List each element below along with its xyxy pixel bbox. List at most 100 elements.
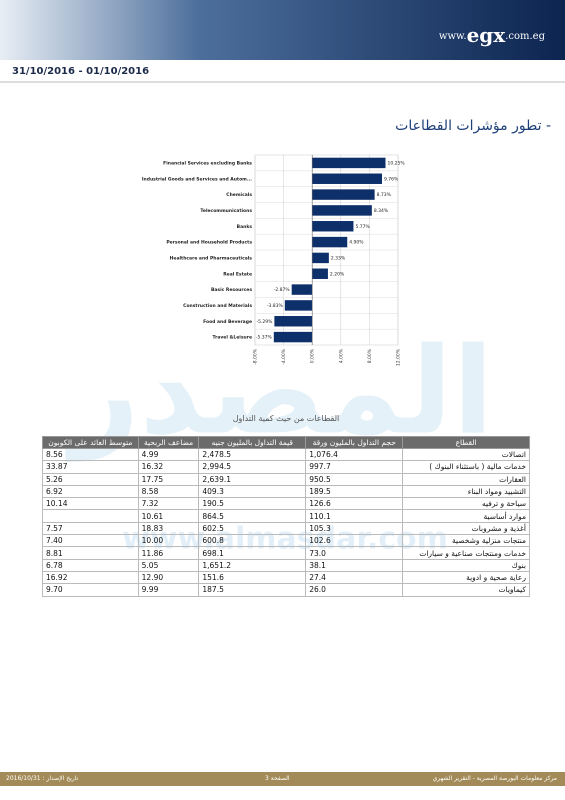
logo-part: egx xyxy=(467,23,507,47)
value-label: 2.20% xyxy=(330,271,345,277)
bar xyxy=(312,236,348,248)
table-cell: 5.26 xyxy=(42,472,139,486)
category-label: Basic Resources xyxy=(211,287,252,293)
date-range: 31/10/2016 - 01/10/2016 xyxy=(12,66,150,77)
bar xyxy=(312,221,354,232)
value-label: -3.83% xyxy=(267,303,284,309)
table-cell: 10.14 xyxy=(42,497,139,511)
table-cell: 9.99 xyxy=(137,583,200,597)
table-cell: 33.87 xyxy=(42,460,139,474)
section-title: - تطور مؤشرات القطاعات xyxy=(395,118,551,134)
header-banner xyxy=(0,0,565,60)
table-row: التشييد ومواد البناء 189.5 409.3 8.58 6.92 xyxy=(42,484,530,499)
table-cell: 2,994.5 xyxy=(198,460,307,474)
sector-name: موارد أساسية xyxy=(402,509,530,523)
table-cell: 126.6 xyxy=(305,497,404,511)
category-label: Financial Services excluding Banks xyxy=(163,160,252,166)
category-label: Healthcare and Pharmaceuticals xyxy=(170,255,253,261)
category-label: Construction and Materials xyxy=(183,303,252,309)
x-tick-label: 0.00% xyxy=(310,348,316,363)
bar xyxy=(312,189,375,200)
table-row: سياحة و ترفيه 126.6 190.5 7.32 10.14 xyxy=(42,497,530,511)
column-header: حجم التداول بالمليون ورقة xyxy=(305,436,404,449)
category-label: Banks xyxy=(237,224,253,230)
value-label: 4.90% xyxy=(349,240,364,246)
category-label: Personal and Household Products xyxy=(166,240,252,246)
table-cell: 1,651.2 xyxy=(198,558,307,572)
table-cell: 6.92 xyxy=(42,484,139,499)
category-label: Travel &Leisure xyxy=(213,335,252,341)
footer: مركز معلومات البورصة المصرية - التقرير ا… xyxy=(0,772,565,786)
table-row: أغذية و مشروبات 105.3 602.5 18.83 7.57 xyxy=(42,521,530,536)
x-tick-label: -4.00% xyxy=(281,348,287,365)
bar xyxy=(312,205,372,216)
sector-name: منتجات منزلية وشخصية xyxy=(402,534,530,548)
bar xyxy=(284,300,313,311)
category-label: Telecommunications xyxy=(200,208,252,214)
table-cell: 2,639.1 xyxy=(198,472,307,486)
table-cell: 102.6 xyxy=(305,534,404,548)
table-cell: 864.5 xyxy=(198,509,307,523)
table-cell: 12.90 xyxy=(137,570,200,585)
bar xyxy=(273,331,313,343)
table-cell: 10.61 xyxy=(137,509,200,523)
table-cell: 105.3 xyxy=(305,521,404,536)
table-row: كيماويات 26.0 187.5 9.99 9.70 xyxy=(42,583,530,597)
footer-date: تاريخ الإصدار : 2016/10/31 xyxy=(6,775,79,782)
table-cell: 189.5 xyxy=(305,484,404,499)
bar xyxy=(312,173,382,184)
x-tick-label: 8.00% xyxy=(367,348,373,363)
sector-name: التشييد ومواد البناء xyxy=(402,484,530,499)
table-cell: 9.70 xyxy=(42,583,139,597)
column-header: قيمة التداول بالمليون جنيه xyxy=(198,436,307,449)
value-label: 10.25% xyxy=(387,160,405,166)
logo-part: .com.eg xyxy=(505,31,545,42)
table-cell: 18.83 xyxy=(137,521,200,536)
table-cell: 151.6 xyxy=(198,570,307,585)
table-cell: 6.78 xyxy=(42,558,139,572)
sector-name: اتصالات xyxy=(402,447,530,462)
x-tick-label: 4.00% xyxy=(338,348,344,363)
value-label: -2.87% xyxy=(274,287,291,293)
table-cell: 8.58 xyxy=(137,484,200,499)
table-row: العقارات 950.5 2,639.1 17.75 5.26 xyxy=(42,472,530,486)
table-row: رعاية صحية و ادوية 27.4 151.6 12.90 16.92 xyxy=(42,570,530,585)
table-cell: 8.81 xyxy=(42,546,139,560)
bar xyxy=(274,316,313,327)
table-cell: 11.86 xyxy=(137,546,200,560)
value-label: -5.29% xyxy=(256,319,273,325)
sector-name: رعاية صحية و ادوية xyxy=(402,570,530,585)
sector-name: العقارات xyxy=(402,472,530,486)
table-row: منتجات منزلية وشخصية 102.6 600.8 10.00 7.40 xyxy=(42,534,530,548)
chart: -8.00% -4.00% 0.00% 4.00% 8.00% 12.00% Financi… xyxy=(142,154,405,366)
table-cell xyxy=(42,509,139,523)
table-cell: 16.32 xyxy=(137,460,200,474)
table-cell: 8.56 xyxy=(42,447,139,462)
sector-name: سياحة و ترفيه xyxy=(402,497,530,511)
table-cell: 950.5 xyxy=(305,472,404,486)
table-cell: 187.5 xyxy=(198,583,307,597)
table-row: خدمات ومنتجات صناعية و سيارات 73.0 698.1 11… xyxy=(42,546,530,560)
value-label: -5.37% xyxy=(256,335,273,341)
table-cell: 4.99 xyxy=(137,447,200,462)
table-row: موارد أساسية 110.1 864.5 10.61 xyxy=(42,509,530,523)
sector-name: خدمات ومنتجات صناعية و سيارات xyxy=(402,546,530,560)
header-row: القطاع حجم التداول بالمليون ورقة قيمة التد… xyxy=(42,436,530,449)
x-tick-label: -8.00% xyxy=(253,348,259,365)
category-label: Real Estate xyxy=(223,271,252,277)
logo-part: www. xyxy=(439,31,467,42)
category-label: Food and Beverage xyxy=(203,319,252,325)
table-cell: 2,478.5 xyxy=(198,447,307,462)
column-header: القطاع xyxy=(402,436,530,449)
table-cell: 38.1 xyxy=(305,558,404,572)
table-cell: 190.5 xyxy=(198,497,307,511)
table-row: بنوك 38.1 1,651.2 5.05 6.78 xyxy=(42,558,530,572)
sector-name: أغذية و مشروبات xyxy=(402,521,530,536)
table-cell: 1,076.4 xyxy=(305,447,404,462)
table-cell: 600.8 xyxy=(198,534,307,548)
table-cell: 73.0 xyxy=(305,546,404,560)
value-label: 2.33% xyxy=(331,255,346,261)
table-cell: 16.92 xyxy=(42,570,139,585)
table-row: اتصالات 1,076.4 2,478.5 4.99 8.56 xyxy=(42,447,530,462)
